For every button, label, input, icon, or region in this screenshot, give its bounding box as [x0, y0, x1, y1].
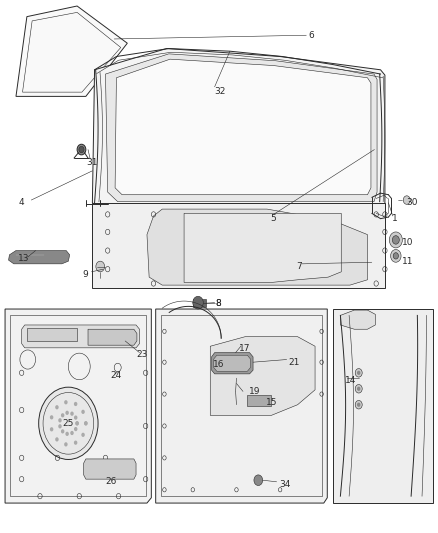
- Circle shape: [65, 432, 69, 436]
- Circle shape: [65, 410, 69, 415]
- Polygon shape: [27, 328, 77, 341]
- Circle shape: [64, 400, 67, 405]
- Circle shape: [75, 421, 79, 425]
- Circle shape: [70, 431, 74, 435]
- Text: 9: 9: [83, 270, 88, 279]
- Text: 32: 32: [215, 86, 226, 95]
- Polygon shape: [21, 325, 140, 348]
- Polygon shape: [184, 213, 341, 282]
- Circle shape: [39, 387, 98, 459]
- Circle shape: [74, 415, 78, 419]
- Polygon shape: [84, 459, 136, 479]
- Text: 25: 25: [63, 419, 74, 428]
- Circle shape: [70, 411, 74, 416]
- Circle shape: [403, 196, 410, 204]
- Text: 6: 6: [308, 31, 314, 40]
- Circle shape: [393, 253, 399, 259]
- Text: 8: 8: [215, 299, 221, 308]
- Polygon shape: [9, 251, 70, 264]
- Circle shape: [74, 427, 78, 431]
- Circle shape: [355, 384, 362, 393]
- Circle shape: [55, 437, 59, 441]
- Text: 23: 23: [136, 350, 148, 359]
- Circle shape: [58, 424, 62, 429]
- Circle shape: [389, 232, 403, 248]
- Text: 31: 31: [86, 158, 97, 167]
- Polygon shape: [333, 309, 433, 503]
- Circle shape: [61, 413, 64, 417]
- Circle shape: [355, 400, 362, 409]
- Text: 24: 24: [111, 371, 122, 380]
- Text: 1: 1: [392, 214, 397, 223]
- Text: 16: 16: [213, 360, 225, 369]
- Text: 17: 17: [239, 344, 250, 353]
- Circle shape: [61, 429, 64, 433]
- Circle shape: [84, 421, 88, 425]
- Circle shape: [50, 415, 53, 419]
- Circle shape: [355, 368, 362, 377]
- Circle shape: [392, 236, 399, 244]
- Text: 7: 7: [297, 262, 303, 271]
- Circle shape: [96, 261, 105, 272]
- Text: 34: 34: [279, 480, 291, 489]
- Text: 19: 19: [249, 387, 260, 396]
- Text: 11: 11: [402, 257, 413, 265]
- Circle shape: [391, 249, 401, 262]
- Polygon shape: [193, 300, 206, 307]
- Polygon shape: [247, 395, 271, 406]
- Text: 13: 13: [18, 254, 30, 263]
- Circle shape: [357, 402, 360, 407]
- Text: 8: 8: [215, 299, 221, 308]
- Text: 10: 10: [402, 238, 413, 247]
- Circle shape: [81, 433, 85, 437]
- Polygon shape: [155, 309, 327, 503]
- Text: 21: 21: [288, 358, 299, 367]
- Circle shape: [79, 147, 84, 153]
- Polygon shape: [115, 59, 371, 195]
- Circle shape: [254, 475, 263, 486]
- Circle shape: [75, 421, 79, 425]
- Circle shape: [74, 402, 78, 406]
- Circle shape: [81, 410, 85, 414]
- Circle shape: [193, 296, 203, 309]
- Polygon shape: [106, 54, 377, 201]
- Circle shape: [77, 144, 86, 155]
- Circle shape: [357, 386, 360, 391]
- Text: 5: 5: [271, 214, 276, 223]
- Circle shape: [74, 441, 78, 445]
- Polygon shape: [147, 209, 367, 285]
- Polygon shape: [5, 309, 151, 503]
- Circle shape: [64, 442, 67, 447]
- Circle shape: [55, 405, 59, 409]
- Text: 14: 14: [345, 376, 356, 385]
- Text: 30: 30: [406, 198, 417, 207]
- Circle shape: [84, 421, 88, 425]
- Polygon shape: [88, 329, 137, 345]
- Text: 4: 4: [19, 198, 25, 207]
- Circle shape: [357, 370, 360, 375]
- Polygon shape: [92, 203, 385, 288]
- Circle shape: [50, 427, 53, 431]
- Polygon shape: [214, 356, 251, 371]
- Polygon shape: [212, 353, 253, 374]
- Polygon shape: [16, 6, 127, 96]
- Text: 26: 26: [105, 478, 117, 486]
- Polygon shape: [210, 337, 315, 415]
- Polygon shape: [340, 310, 375, 329]
- Polygon shape: [92, 49, 385, 216]
- Text: 15: 15: [266, 398, 278, 407]
- Circle shape: [58, 418, 62, 423]
